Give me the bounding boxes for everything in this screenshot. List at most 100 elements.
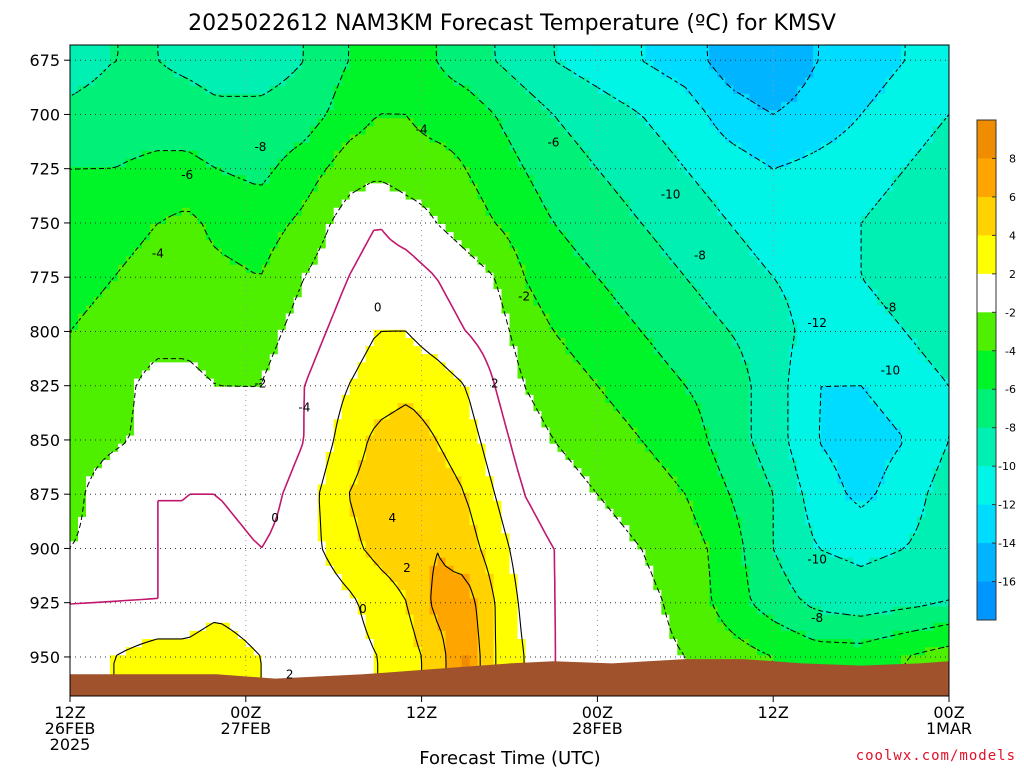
field-cell — [885, 354, 894, 363]
field-cell — [901, 329, 910, 339]
field-cell — [509, 240, 519, 250]
field-cell — [277, 297, 287, 306]
field-cell — [533, 329, 543, 339]
field-cell — [301, 280, 311, 290]
field-cell — [349, 150, 359, 160]
field-cell — [725, 69, 734, 79]
field-cell — [829, 329, 838, 339]
field-cell — [293, 403, 303, 412]
field-cell — [141, 313, 151, 323]
field-cell — [845, 191, 854, 201]
field-cell — [357, 378, 367, 388]
field-cell — [70, 134, 79, 144]
field-cell — [861, 403, 870, 412]
field-cell — [581, 289, 591, 298]
field-cell — [621, 142, 630, 152]
field-cell — [405, 215, 415, 225]
field-cell — [917, 403, 926, 412]
field-cell — [677, 150, 686, 160]
field-cell — [221, 101, 231, 111]
field-cell — [485, 224, 495, 233]
field-cell — [357, 134, 367, 144]
field-cell — [781, 61, 790, 71]
field-cell — [813, 272, 822, 282]
field-cell — [629, 386, 638, 396]
field-cell — [389, 264, 399, 274]
field-cell — [301, 110, 311, 119]
field-cell — [677, 191, 686, 201]
field-cell — [517, 85, 527, 95]
field-cell — [549, 53, 559, 62]
field-cell — [389, 199, 399, 209]
field-cell — [357, 232, 367, 241]
field-cell — [325, 248, 335, 258]
field-cell — [77, 346, 87, 355]
field-cell — [661, 378, 670, 388]
field-cell — [325, 264, 335, 274]
field-cell — [165, 362, 175, 372]
field-cell — [389, 403, 399, 412]
field-cell — [413, 248, 423, 258]
field-cell — [877, 215, 886, 225]
field-cell — [245, 256, 255, 266]
field-cell — [365, 118, 375, 127]
field-cell — [621, 232, 630, 241]
field-cell — [877, 240, 886, 250]
field-cell — [421, 53, 431, 62]
field-cell — [93, 215, 103, 225]
field-cell — [717, 158, 726, 168]
field-cell — [501, 199, 511, 209]
field-cell — [357, 224, 367, 233]
field-cell — [469, 386, 479, 396]
field-cell — [853, 305, 862, 315]
field-cell — [773, 77, 782, 87]
field-cell — [557, 126, 567, 136]
field-cell — [645, 378, 654, 388]
field-cell — [933, 69, 942, 79]
field-cell — [213, 45, 223, 54]
field-cell — [589, 93, 598, 103]
field-cell — [629, 53, 638, 62]
field-cell — [405, 101, 415, 111]
field-cell — [613, 110, 622, 119]
field-cell — [629, 85, 638, 95]
field-cell — [453, 378, 463, 388]
field-cell — [245, 403, 255, 412]
field-cell — [573, 354, 583, 363]
field-cell — [677, 167, 686, 176]
field-cell — [717, 199, 726, 209]
field-cell — [573, 305, 583, 315]
field-cell — [205, 394, 215, 404]
field-cell — [421, 199, 431, 209]
field-cell — [565, 126, 575, 136]
field-cell — [165, 45, 175, 54]
field-cell — [237, 321, 247, 331]
field-cell — [629, 256, 638, 266]
field-cell — [173, 85, 183, 95]
field-cell — [629, 240, 638, 250]
field-cell — [477, 297, 487, 306]
field-cell — [485, 207, 495, 217]
field-cell — [765, 362, 774, 372]
field-cell — [445, 110, 455, 119]
field-cell — [685, 69, 694, 79]
field-cell — [541, 240, 551, 250]
field-cell — [437, 224, 447, 233]
field-cell — [405, 232, 415, 241]
field-cell — [757, 183, 766, 193]
field-cell — [837, 280, 846, 290]
field-cell — [397, 215, 407, 225]
field-cell — [901, 280, 910, 290]
field-cell — [221, 248, 231, 258]
field-cell — [645, 386, 654, 396]
field-cell — [229, 289, 239, 298]
field-cell — [85, 378, 95, 388]
field-cell — [309, 411, 319, 420]
field-cell — [405, 329, 415, 339]
field-cell — [629, 215, 638, 225]
field-cell — [917, 126, 926, 136]
field-cell — [941, 175, 949, 184]
field-cell — [885, 142, 894, 152]
field-cell — [685, 354, 694, 363]
field-cell — [725, 297, 734, 306]
